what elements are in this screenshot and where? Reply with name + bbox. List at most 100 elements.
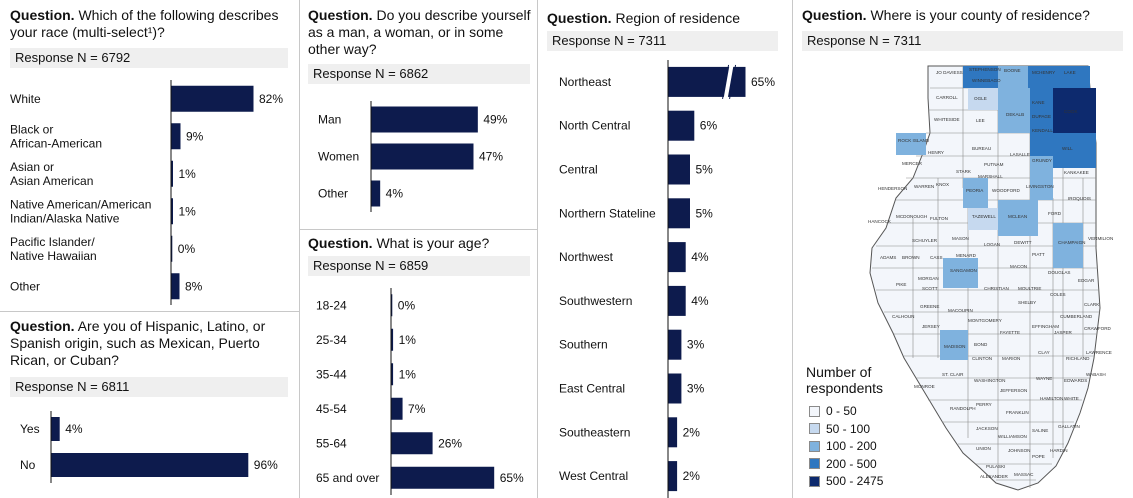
county-label-adams: ADAMS — [880, 255, 896, 260]
panel-divider — [537, 0, 538, 498]
county-label-williamson: WILLIAMSON — [998, 434, 1027, 439]
county-label-scott: SCOTT — [922, 286, 938, 291]
legend-label: 0 - 50 — [826, 404, 857, 418]
county-label-jo-daviess: JO DAVIESS — [936, 70, 963, 75]
county-label-dupage: DUPAGE — [1032, 114, 1051, 119]
county-label-massac: MASSAC — [1014, 472, 1034, 477]
county-dekalb — [998, 88, 1030, 133]
bar-native-american-american-indian-alaska-native — [171, 198, 173, 225]
county-label-macon: MACON — [1010, 264, 1027, 269]
county-label-whiteside: WHITESIDE — [934, 117, 960, 122]
bar-18-24 — [391, 294, 393, 317]
bar-southwestern — [668, 285, 686, 316]
county-label-clay: CLAY — [1038, 350, 1050, 355]
county-label-livingston: LIVINGSTON — [1026, 184, 1054, 189]
county-label-fulton: FULTON — [930, 216, 948, 221]
hispanic-panel: Question. Are you of Hispanic, Latino, o… — [0, 311, 299, 498]
county-label-cumberland: CUMBERLAND — [1060, 314, 1093, 319]
county-label-perry: PERRY — [976, 402, 992, 407]
county-label-pike: PIKE — [896, 282, 906, 287]
category-label: Yes — [20, 422, 40, 436]
value-label: 65% — [751, 75, 775, 89]
category-label: Black or African-American — [10, 122, 102, 150]
value-label: 3% — [687, 338, 705, 352]
response-count: Response N = 7311 — [547, 31, 778, 51]
response-count: Response N = 6792 — [10, 48, 288, 68]
legend-label: 200 - 500 — [826, 456, 877, 471]
county-rock-island — [896, 133, 926, 155]
county-label-champaign: CHAMPAIGN — [1058, 240, 1085, 245]
county-label-piatt: PIATT — [1032, 252, 1045, 257]
county-label-logan: LOGAN — [984, 242, 1000, 247]
value-label: 8% — [185, 279, 203, 293]
category-label: Native American/American Indian/Alaska Na… — [10, 197, 151, 225]
legend-swatch — [809, 475, 820, 487]
county-label-hamilton: HAMILTON — [1040, 396, 1063, 401]
legend-item: 0 - 50 — [809, 404, 857, 418]
county-label-franklin: FRANKLIN — [1006, 410, 1029, 415]
county-label-mclean: MCLEAN — [1008, 214, 1027, 219]
value-label: 26% — [438, 436, 462, 450]
value-label: 4% — [691, 250, 709, 264]
county-label-hancock: HANCOCK — [868, 219, 892, 224]
legend-item: 50 - 100 — [809, 422, 870, 436]
category-label: Asian or Asian American — [10, 160, 93, 188]
county-label-jasper: JASPER — [1054, 330, 1073, 335]
category-label: West Central — [559, 469, 628, 483]
value-label: 82% — [259, 92, 283, 106]
bar-other — [371, 180, 381, 207]
bar-yes — [51, 417, 60, 441]
panel-divider — [299, 229, 537, 230]
county-label-clark: CLARK — [1084, 302, 1100, 307]
county-label-edgar: EDGAR — [1078, 278, 1095, 283]
legend-item: 500 - 2475 — [809, 474, 883, 488]
value-label: 96% — [254, 458, 278, 472]
county-label-jefferson: JEFFERSON — [1000, 388, 1027, 393]
county-label-randolph: RANDOLPH — [950, 406, 976, 411]
county-label-grundy: GRUNDY — [1032, 158, 1052, 163]
county-label-peoria: PEORIA — [966, 188, 984, 193]
county-mclean — [998, 200, 1038, 236]
county-madison — [940, 330, 968, 360]
value-label: 4% — [65, 422, 83, 436]
value-label: 47% — [479, 150, 503, 164]
county-label-mchenry: MCHENRY — [1032, 70, 1055, 75]
county-label-washington: WASHINGTON — [974, 378, 1005, 383]
county-mchenry — [1028, 66, 1053, 88]
category-label: East Central — [559, 382, 625, 396]
age-question: Question. What is your age? — [308, 235, 533, 252]
county-label-pulaski: PULASKI — [986, 464, 1005, 469]
bar-45-54 — [391, 397, 403, 420]
county-label-lake: LAKE — [1064, 70, 1076, 75]
category-label: No — [20, 458, 36, 472]
county-label-alexander: ALEXANDER — [980, 474, 1009, 479]
category-label: 65 and over — [316, 471, 379, 485]
county-label-jersey: JERSEY — [922, 324, 940, 329]
county-label-dekalb: DEKALB — [1006, 112, 1024, 117]
county-label-ford: FORD — [1048, 211, 1062, 216]
county-label-hardin: HARDIN — [1050, 448, 1068, 453]
county-label-st-clair: ST. CLAIR — [942, 372, 964, 377]
county-label-morgan: MORGAN — [918, 276, 939, 281]
legend-swatch — [809, 423, 820, 434]
bar-east-central — [668, 373, 682, 404]
value-label: 5% — [696, 163, 714, 177]
value-label: 1% — [399, 333, 417, 347]
county-label-kane: KANE — [1032, 100, 1045, 105]
bar-35-44 — [391, 363, 394, 386]
county-label-moultrie: MOULTRIE — [1018, 286, 1041, 291]
county-label-iroquois: IROQUOIS — [1068, 196, 1091, 201]
gender-question: Question. Do you describe yourself as a … — [308, 7, 533, 58]
hispanic-question: Question. Are you of Hispanic, Latino, o… — [10, 318, 285, 369]
hispanic-bar-chart: 4% Yes 96% No — [20, 411, 278, 483]
value-label: 5% — [696, 206, 714, 220]
county-label-carroll: CARROLL — [936, 95, 958, 100]
county-label-christian: CHRISTIAN — [984, 286, 1009, 291]
bar-man — [371, 106, 478, 133]
county-label-wayne: WAYNE — [1036, 376, 1052, 381]
category-label: Women — [318, 150, 359, 164]
county-ogle — [968, 88, 998, 110]
response-count: Response N = 7311 — [802, 31, 1123, 51]
response-count: Response N = 6862 — [308, 64, 530, 84]
